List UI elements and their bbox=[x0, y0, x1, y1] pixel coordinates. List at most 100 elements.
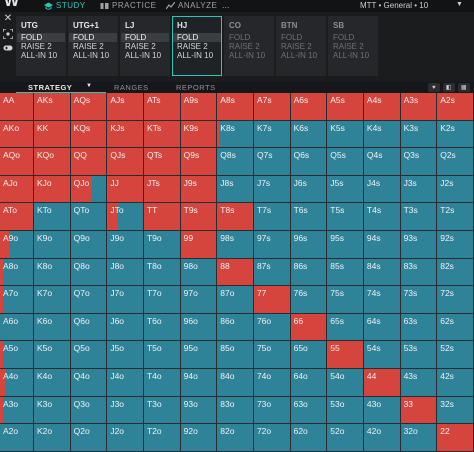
hand-cell[interactable]: QTo bbox=[70, 203, 108, 232]
hand-cell[interactable]: A8o bbox=[0, 258, 34, 287]
hand-cell[interactable]: ATo bbox=[0, 203, 34, 232]
hand-cell[interactable]: A9o bbox=[0, 231, 34, 259]
hand-cell[interactable]: K6s bbox=[290, 120, 328, 149]
hand-cell[interactable]: 63s bbox=[400, 313, 438, 342]
hand-cell[interactable]: T5o bbox=[143, 341, 181, 370]
hand-cell[interactable]: 55 bbox=[327, 341, 364, 370]
hand-cell[interactable]: 66 bbox=[290, 313, 328, 342]
hand-cell[interactable]: 94o bbox=[180, 369, 218, 397]
hand-cell[interactable]: K7s bbox=[253, 120, 291, 149]
hand-cell[interactable]: 42o bbox=[363, 424, 401, 452]
action-fold[interactable]: FOLD bbox=[173, 33, 221, 42]
grid-settings-icon[interactable]: ▦ bbox=[458, 83, 470, 92]
hand-cell[interactable]: A2o bbox=[0, 424, 34, 452]
hand-cell[interactable]: TT bbox=[143, 203, 181, 232]
hand-cell[interactable]: JTo bbox=[107, 203, 144, 232]
action-allin[interactable]: ALL-IN 10 bbox=[125, 51, 162, 60]
hand-cell[interactable]: K9s bbox=[180, 120, 218, 149]
hand-cell[interactable]: J7s bbox=[253, 175, 291, 204]
hand-cell[interactable]: A2s bbox=[437, 93, 474, 121]
format-selector[interactable]: MTT • General • 10 bbox=[360, 1, 429, 10]
hand-cell[interactable]: Q3o bbox=[70, 396, 108, 425]
hand-cell[interactable]: T5s bbox=[327, 203, 364, 232]
position-card-utg[interactable]: UTG FOLD RAISE 2 ALL-IN 10 bbox=[16, 16, 66, 76]
hand-cell[interactable]: T7s bbox=[253, 203, 291, 232]
hand-cell[interactable]: Q2s bbox=[437, 148, 474, 176]
hand-cell[interactable]: T6s bbox=[290, 203, 328, 232]
hand-cell[interactable]: 96o bbox=[180, 313, 218, 342]
hand-cell[interactable]: J5s bbox=[327, 175, 364, 204]
hand-cell[interactable]: QQ bbox=[70, 148, 108, 176]
hand-cell[interactable]: 73o bbox=[253, 396, 291, 425]
hand-cell[interactable]: K8s bbox=[217, 120, 254, 149]
hand-cell[interactable]: 65o bbox=[290, 341, 328, 370]
action-allin[interactable]: ALL-IN 10 bbox=[73, 51, 110, 60]
hand-cell[interactable]: 62s bbox=[437, 313, 474, 342]
hand-cell[interactable]: K4o bbox=[34, 369, 71, 397]
hand-cell[interactable]: K3s bbox=[400, 120, 438, 149]
action-raise[interactable]: RAISE 2 bbox=[177, 42, 208, 51]
hand-cell[interactable]: ATs bbox=[143, 93, 181, 121]
action-raise[interactable]: RAISE 2 bbox=[125, 42, 156, 51]
hand-cell[interactable]: K4s bbox=[363, 120, 401, 149]
hand-cell[interactable]: 95o bbox=[180, 341, 218, 370]
hand-cell[interactable]: KJo bbox=[34, 175, 71, 204]
action-allin[interactable]: ALL-IN 10 bbox=[177, 51, 214, 60]
hand-cell[interactable]: 85s bbox=[327, 258, 364, 287]
hand-cell[interactable]: A4s bbox=[363, 93, 401, 121]
hand-cell[interactable]: 99 bbox=[180, 231, 218, 259]
hand-cell[interactable]: A8s bbox=[217, 93, 254, 121]
hand-cell[interactable]: 52o bbox=[327, 424, 364, 452]
hand-cell[interactable]: Q5o bbox=[70, 341, 108, 370]
tab-reports[interactable]: REPORTS bbox=[176, 83, 216, 92]
hand-cell[interactable]: Q7s bbox=[253, 148, 291, 176]
hand-cell[interactable]: Q2o bbox=[70, 424, 108, 452]
hand-cell[interactable]: 76o bbox=[253, 313, 291, 342]
hand-cell[interactable]: J9o bbox=[107, 231, 144, 259]
hand-cell[interactable]: 75o bbox=[253, 341, 291, 370]
close-icon[interactable]: ✕ bbox=[3, 13, 13, 24]
hand-cell[interactable]: 54s bbox=[363, 341, 401, 370]
hand-cell[interactable]: T4s bbox=[363, 203, 401, 232]
hand-cell[interactable]: AQo bbox=[0, 148, 34, 176]
hand-cell[interactable]: 74o bbox=[253, 369, 291, 397]
hand-cell[interactable]: Q4s bbox=[363, 148, 401, 176]
hand-cell[interactable]: Q9o bbox=[70, 231, 108, 259]
hand-cell[interactable]: 64s bbox=[363, 313, 401, 342]
hand-cell[interactable]: Q7o bbox=[70, 286, 108, 314]
hand-cell[interactable]: 98s bbox=[217, 231, 254, 259]
hand-cell[interactable]: A5o bbox=[0, 341, 34, 370]
hand-cell[interactable]: K8o bbox=[34, 258, 71, 287]
hand-cell[interactable]: K6o bbox=[34, 313, 71, 342]
hand-cell[interactable]: A3s bbox=[400, 93, 438, 121]
hand-cell[interactable]: 98o bbox=[180, 258, 218, 287]
hand-cell[interactable]: J2s bbox=[437, 175, 474, 204]
hand-cell[interactable]: 73s bbox=[400, 286, 438, 314]
hand-cell[interactable]: A3o bbox=[0, 396, 34, 425]
position-card-sb[interactable]: SB FOLD RAISE 2 ALL-IN 10 bbox=[328, 16, 378, 76]
hand-cell[interactable]: KJs bbox=[107, 120, 144, 149]
hand-cell[interactable]: 22 bbox=[437, 424, 474, 452]
hand-cell[interactable]: K2s bbox=[437, 120, 474, 149]
hand-cell[interactable]: 32s bbox=[437, 396, 474, 425]
hand-cell[interactable]: QJs bbox=[107, 148, 144, 176]
hand-cell[interactable]: J8s bbox=[217, 175, 254, 204]
hand-cell[interactable]: Q4o bbox=[70, 369, 108, 397]
heart-icon[interactable]: ♥ bbox=[428, 83, 440, 92]
hand-cell[interactable]: 44 bbox=[363, 369, 401, 397]
hand-cell[interactable]: T4o bbox=[143, 369, 181, 397]
hand-cell[interactable]: 86s bbox=[290, 258, 328, 287]
nav-study[interactable]: STUDY bbox=[44, 1, 86, 10]
hand-cell[interactable]: J8o bbox=[107, 258, 144, 287]
hand-cell[interactable]: 87s bbox=[253, 258, 291, 287]
hand-cell[interactable]: T2o bbox=[143, 424, 181, 452]
action-allin[interactable]: ALL-IN 10 bbox=[21, 51, 58, 60]
hand-cell[interactable]: 84s bbox=[363, 258, 401, 287]
display-mode-icon[interactable]: ◧ bbox=[443, 83, 455, 92]
hand-cell[interactable]: J4s bbox=[363, 175, 401, 204]
hand-cell[interactable]: 82o bbox=[217, 424, 254, 452]
hand-cell[interactable]: 42s bbox=[437, 369, 474, 397]
hand-cell[interactable]: 84o bbox=[217, 369, 254, 397]
hand-cell[interactable]: AA bbox=[0, 93, 34, 121]
hand-cell[interactable]: 95s bbox=[327, 231, 364, 259]
